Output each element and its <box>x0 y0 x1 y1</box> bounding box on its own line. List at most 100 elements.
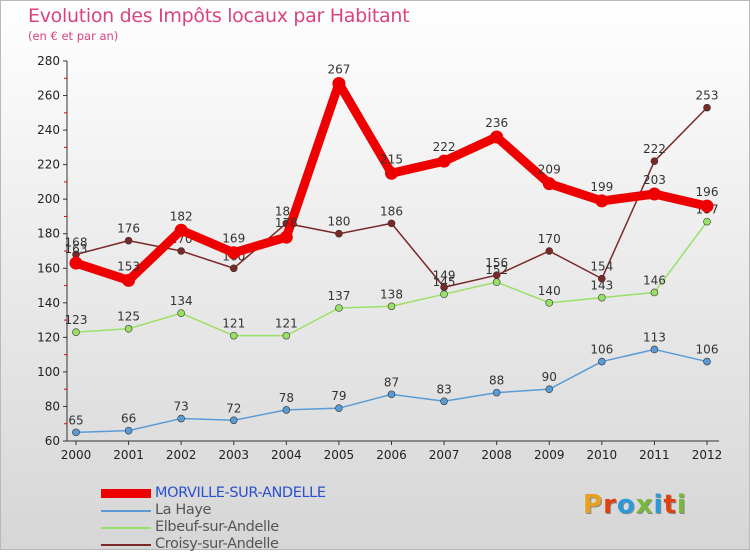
data-label: 180 <box>327 215 350 229</box>
logo-letter: r <box>603 490 617 520</box>
data-point <box>227 246 241 260</box>
data-point <box>440 290 448 298</box>
data-label: 154 <box>590 260 613 274</box>
data-point <box>282 406 291 414</box>
x-tick-label: 2005 <box>324 448 355 462</box>
data-point <box>387 219 396 228</box>
data-point <box>598 274 606 283</box>
x-tick-label: 2002 <box>166 448 197 462</box>
data-label: 209 <box>538 163 561 177</box>
chart-subtitle: (en € et par an) <box>28 29 119 43</box>
x-tick-label: 2003 <box>218 448 249 462</box>
y-tick-label: 280 <box>37 54 60 68</box>
y-tick-label: 120 <box>37 330 60 344</box>
data-point <box>282 331 291 340</box>
data-point <box>177 414 185 423</box>
data-point <box>335 404 343 412</box>
data-point <box>542 177 556 191</box>
proxiti-logo: Proxiti <box>583 490 687 520</box>
data-point <box>335 304 343 312</box>
data-label: 73 <box>174 400 189 414</box>
legend-swatch <box>101 489 151 498</box>
logo-letter: o <box>616 490 636 520</box>
logo-letter: x <box>635 490 654 520</box>
y-tick-label: 180 <box>37 227 60 241</box>
data-point <box>69 256 83 270</box>
data-label: 170 <box>538 232 561 246</box>
data-label: 146 <box>643 273 666 287</box>
data-point <box>124 236 133 245</box>
x-tick-label: 2009 <box>534 448 565 462</box>
data-label: 182 <box>170 209 193 223</box>
data-label: 215 <box>380 152 403 166</box>
data-label: 222 <box>643 142 666 156</box>
legend-swatch <box>101 526 151 529</box>
data-point <box>703 357 711 366</box>
data-label: 72 <box>226 401 241 415</box>
chart-title: Evolution des Impôts locaux par Habitant <box>28 5 410 27</box>
data-point <box>229 331 238 340</box>
data-label: 236 <box>485 116 508 130</box>
data-point <box>177 309 185 317</box>
logo-letter: i <box>653 490 664 520</box>
data-label: 123 <box>65 313 88 327</box>
data-label: 65 <box>68 413 83 427</box>
data-point <box>437 154 451 168</box>
data-label: 66 <box>121 412 136 426</box>
data-label: 138 <box>380 287 403 301</box>
data-label: 186 <box>380 204 403 218</box>
data-point <box>703 103 711 112</box>
data-point <box>279 230 293 244</box>
data-point <box>229 416 238 425</box>
data-point <box>332 76 346 90</box>
data-label: 137 <box>327 289 350 303</box>
data-point <box>492 278 501 286</box>
data-label: 156 <box>485 256 508 270</box>
data-label: 106 <box>590 343 613 357</box>
x-tick-label: 2010 <box>587 448 618 462</box>
data-label: 88 <box>489 374 504 388</box>
y-tick-label: 260 <box>37 89 60 103</box>
data-point <box>387 390 396 399</box>
y-tick-label: 80 <box>45 399 60 413</box>
data-point <box>492 388 501 397</box>
data-point <box>545 247 554 255</box>
legend-swatch <box>101 509 151 512</box>
y-tick-label: 60 <box>45 434 60 448</box>
data-label: 79 <box>331 389 346 403</box>
data-label: 113 <box>643 330 666 344</box>
data-label: 121 <box>222 317 245 331</box>
data-label: 163 <box>65 242 88 256</box>
data-point <box>440 397 448 406</box>
data-point <box>174 223 188 237</box>
data-label: 149 <box>433 268 456 282</box>
x-tick-label: 2011 <box>639 448 670 462</box>
data-point <box>490 130 504 144</box>
x-tick-label: 2006 <box>376 448 407 462</box>
x-tick-label: 2001 <box>113 448 144 462</box>
data-label: 153 <box>117 259 140 273</box>
data-point <box>72 328 80 336</box>
x-tick-label: 2007 <box>429 448 460 462</box>
data-label: 267 <box>327 62 350 76</box>
data-point <box>387 302 396 311</box>
data-label: 168 <box>65 235 88 249</box>
data-label: 106 <box>696 343 719 357</box>
data-point <box>647 187 661 201</box>
x-tick-label: 2004 <box>271 448 302 462</box>
data-point <box>72 428 80 437</box>
data-point <box>124 324 133 333</box>
data-label: 134 <box>170 294 193 308</box>
legend-label: La Haye <box>155 502 212 518</box>
data-point <box>598 293 606 302</box>
legend-label: Croisy-sur-Andelle <box>155 536 279 552</box>
data-point <box>650 288 659 297</box>
data-point <box>595 194 609 208</box>
data-point <box>598 357 606 366</box>
y-tick-label: 140 <box>37 296 60 310</box>
data-label: 140 <box>538 284 561 298</box>
data-point <box>650 345 659 354</box>
data-label: 199 <box>590 180 613 194</box>
data-label: 169 <box>222 232 245 246</box>
